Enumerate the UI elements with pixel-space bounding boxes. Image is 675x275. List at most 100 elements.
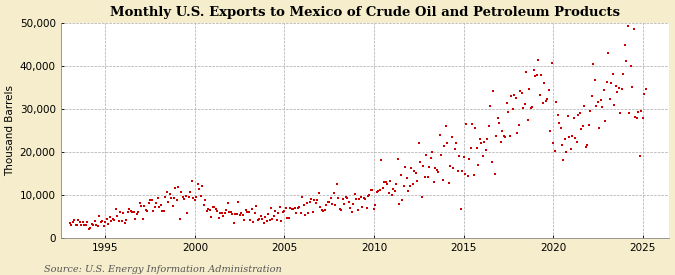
Point xyxy=(493,116,504,120)
Point xyxy=(618,72,628,76)
Point xyxy=(271,218,282,222)
Point xyxy=(240,207,251,212)
Point xyxy=(176,189,187,194)
Point xyxy=(456,169,467,173)
Point xyxy=(562,114,573,118)
Point xyxy=(269,214,279,218)
Point xyxy=(250,204,261,208)
Point xyxy=(624,111,634,116)
Point xyxy=(155,203,166,207)
Point xyxy=(133,210,144,214)
Point xyxy=(385,179,396,183)
Point xyxy=(370,203,381,207)
Point xyxy=(554,121,564,125)
Point xyxy=(291,211,302,215)
Point xyxy=(185,189,196,194)
Point xyxy=(557,142,568,147)
Point xyxy=(570,136,580,140)
Point xyxy=(74,220,85,224)
Point xyxy=(640,87,651,91)
Point xyxy=(222,201,233,205)
Point xyxy=(441,141,452,145)
Point xyxy=(436,153,447,157)
Point xyxy=(85,226,96,230)
Point xyxy=(430,166,441,170)
Point xyxy=(76,223,87,227)
Point xyxy=(249,211,260,215)
Point xyxy=(335,208,346,212)
Point xyxy=(233,200,244,205)
Point xyxy=(526,105,537,109)
Point xyxy=(472,146,483,150)
Point xyxy=(539,81,549,86)
Point xyxy=(282,216,293,220)
Point xyxy=(217,211,227,215)
Point xyxy=(94,214,105,219)
Point xyxy=(275,205,286,209)
Point xyxy=(482,136,493,141)
Point xyxy=(566,147,576,151)
Point xyxy=(200,198,211,202)
Point xyxy=(410,170,421,175)
Point xyxy=(119,221,130,226)
Point xyxy=(409,169,420,174)
Point xyxy=(560,136,570,141)
Point xyxy=(164,192,175,196)
Point xyxy=(533,58,543,62)
Point xyxy=(182,210,193,215)
Point xyxy=(500,135,511,139)
Point xyxy=(254,216,265,221)
Point xyxy=(466,146,477,150)
Point xyxy=(601,80,612,85)
Point xyxy=(288,207,299,211)
Point xyxy=(152,196,163,200)
Point xyxy=(400,165,410,169)
Point xyxy=(207,204,218,209)
Point xyxy=(595,98,606,103)
Point xyxy=(67,220,78,225)
Point xyxy=(551,99,562,104)
Point xyxy=(190,198,200,203)
Point xyxy=(572,140,583,144)
Point xyxy=(437,178,448,182)
Point xyxy=(597,105,608,109)
Point xyxy=(340,194,351,199)
Point xyxy=(580,145,591,149)
Point xyxy=(128,210,139,215)
Point xyxy=(304,200,315,204)
Text: Source: U.S. Energy Information Administration: Source: U.S. Energy Information Administ… xyxy=(44,265,281,274)
Point xyxy=(424,165,435,169)
Point xyxy=(101,217,112,222)
Point xyxy=(634,154,645,158)
Point xyxy=(328,191,339,196)
Point xyxy=(483,124,494,129)
Point xyxy=(303,211,314,215)
Y-axis label: Thousand Barrels: Thousand Barrels xyxy=(5,85,16,176)
Point xyxy=(256,216,267,221)
Point xyxy=(543,88,554,92)
Point xyxy=(458,155,469,160)
Point xyxy=(358,196,369,201)
Point xyxy=(112,214,123,219)
Point xyxy=(144,197,155,202)
Point xyxy=(211,207,221,211)
Point xyxy=(439,144,450,148)
Point xyxy=(339,201,350,206)
Point xyxy=(530,74,541,79)
Point xyxy=(151,200,161,205)
Point xyxy=(80,222,91,227)
Point xyxy=(576,126,587,131)
Point xyxy=(360,197,371,201)
Point xyxy=(292,205,303,210)
Point xyxy=(452,169,463,173)
Point xyxy=(180,194,191,198)
Point xyxy=(113,218,124,223)
Point xyxy=(126,209,136,213)
Point xyxy=(454,153,464,158)
Point xyxy=(170,186,181,191)
Point xyxy=(346,210,357,214)
Point xyxy=(598,87,609,92)
Point xyxy=(154,205,165,210)
Point xyxy=(73,218,84,222)
Point xyxy=(591,104,601,109)
